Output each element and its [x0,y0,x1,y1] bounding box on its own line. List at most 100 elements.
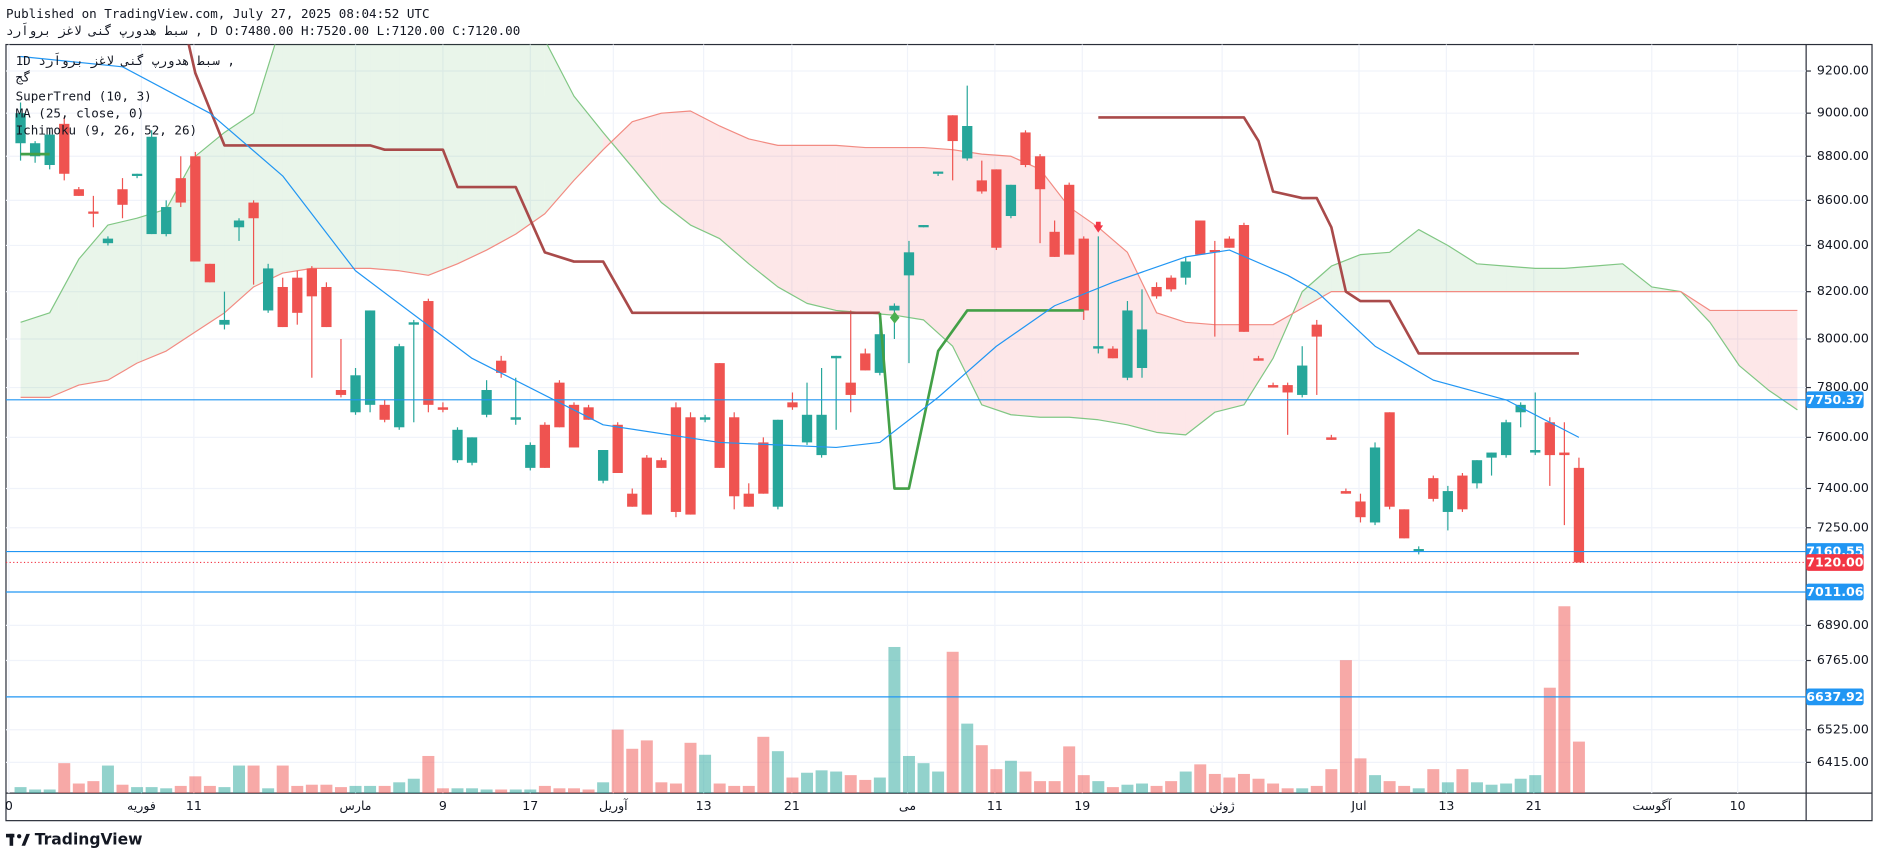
volume-bar [1121,784,1134,794]
candle-body [962,125,973,159]
volume-bar [1369,775,1382,794]
volume-bar [888,646,901,794]
last-price-box [1806,554,1864,571]
candle-body [1297,365,1308,395]
cloud-fill [748,138,778,287]
cloud-fill [311,44,341,269]
candle-body [947,115,958,142]
candle-body [1238,225,1250,332]
price-label: 7011.06 [1806,584,1863,599]
cloud-fill [340,44,371,269]
volume-bar [1383,781,1396,794]
volume-bar [14,787,27,794]
volume-bar [713,783,726,794]
candle-body [1136,329,1148,368]
volume-bar [451,788,464,794]
volume-bar [626,748,639,794]
cloud-fill [661,111,691,226]
volume-bar [1485,784,1498,794]
x-tick-label: 21 [784,798,800,813]
y-tick-label: 6890.00 [1817,617,1869,632]
candle-body [1326,437,1337,440]
candle-body [903,252,915,276]
volume-bar [1106,787,1119,794]
volume-bar [830,771,843,794]
cloud-fill [1302,266,1332,309]
cloud-fill [865,147,895,316]
candle-body [277,286,288,328]
candle-body [1093,346,1104,349]
y-tick-label: 8800.00 [1817,148,1869,163]
cloud-fill [1243,324,1274,405]
volume-bar [189,776,202,794]
candle-body [1515,404,1526,413]
candle-body [1282,385,1293,393]
cloud-fill [952,149,982,405]
volume-bar [859,779,872,794]
volume-bar [480,789,493,794]
last-price-label: 7120.00 [1806,555,1863,570]
cloud-fill [282,44,312,274]
candle-body [729,417,740,497]
volume-bar [699,754,712,794]
cloud-fill [1593,263,1623,292]
x-tick-label: 10 [1730,798,1746,813]
candle-body [481,390,492,415]
legend-indicator: MA (25, close, 0) [16,106,145,121]
volume-bar [1470,782,1483,794]
volume-bar [247,765,260,794]
volume-bar [1427,769,1440,794]
cloud-fill [1476,263,1507,292]
candle-body [73,189,84,196]
y-tick-label: 6525.00 [1817,721,1869,736]
candle-body [1209,250,1220,253]
candle-body [991,169,1002,248]
cloud-fill [1506,266,1536,292]
candle-body [161,207,172,235]
candle-body [918,225,929,228]
candle-body [350,375,361,413]
legend-interval: 1D [16,53,31,68]
candle-body [656,460,667,468]
volume-bar [1077,775,1090,794]
x-tick-label: آگوست [1632,798,1671,814]
volume-bar [1412,788,1425,794]
candle-body [44,134,55,165]
candle-body [816,414,827,456]
ichimoku-span-b [20,110,1798,398]
volume-bar [1310,785,1323,794]
volume-bar [407,778,420,794]
volume-bar [203,785,216,794]
volume-bar [160,788,173,794]
supertrend-buy-signal [889,311,900,324]
volume-bar [495,789,508,794]
volume-bar [1456,769,1469,794]
price-label: 7750.37 [1806,392,1863,407]
candle-body [15,113,26,144]
cloud-fill [1739,310,1769,391]
volume-bar [946,651,959,794]
y-tick-label: 7600.00 [1817,429,1869,444]
candle-body [175,178,186,203]
volume-bar [538,785,551,794]
volume-bar [553,788,566,794]
candle-body [685,417,696,515]
x-tick-label: می [899,798,916,813]
buy-marker [889,311,900,324]
volume-bar [1543,687,1556,794]
candle-body [787,402,798,408]
y-tick-label: 8200.00 [1817,283,1869,298]
candle-body [306,268,317,297]
candle-body [772,419,784,507]
y-tick-label: 9000.00 [1817,105,1869,120]
cloud-fill [195,132,225,332]
candle-body [335,390,347,395]
candle-body [437,407,449,410]
volume-bar [1019,771,1032,794]
legend-indicator: Ichimoku (9, 26, 52, 26) [16,122,198,137]
candle-body [1573,467,1585,563]
cloud-fill [1447,245,1477,292]
candle-body [408,322,419,325]
cloud-fill [1710,310,1740,366]
volume-bar [305,784,318,794]
